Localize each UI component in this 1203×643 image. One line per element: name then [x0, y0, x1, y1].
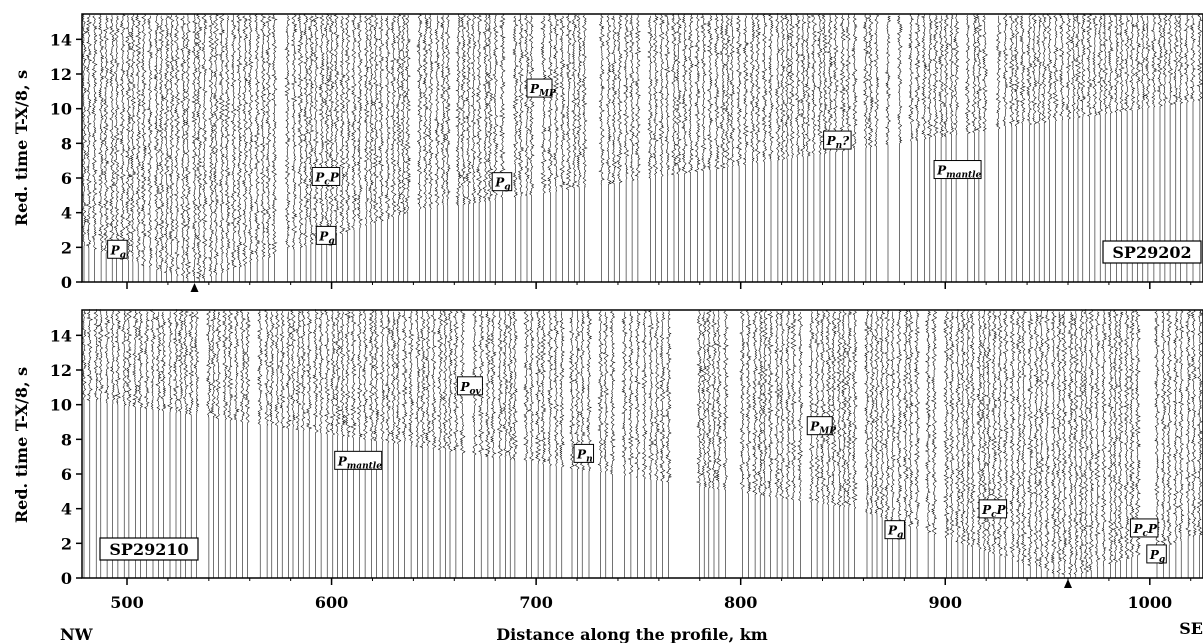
seismic-traces: [81, 309, 1203, 578]
nw-direction-label: NW: [60, 625, 94, 643]
trace-wiggles: [80, 13, 1203, 282]
phase-label: Pmantle: [933, 160, 982, 181]
y-tick-label: 8: [61, 430, 72, 449]
phase-label: Pn: [573, 443, 595, 464]
shot-point-label-box: [99, 537, 199, 561]
y-tick-label: 4: [61, 500, 72, 519]
shot-point-marker: [1063, 579, 1072, 588]
trace-wiggles: [81, 309, 1203, 578]
shot-point-label: SP29210: [109, 540, 188, 559]
phase-label-text: Pg: [1149, 548, 1165, 565]
y-tick-label: 12: [50, 361, 72, 380]
panel-frame: [81, 13, 1203, 283]
phase-label: PMP: [806, 416, 836, 437]
phase-label-text: PcP: [314, 170, 340, 187]
phase-label-text: Pg: [110, 243, 126, 260]
phase-label-text: Pov: [459, 380, 481, 397]
x-tick-label: 800: [724, 593, 757, 612]
phase-label-text: PMP: [529, 82, 556, 99]
phase-label: Pg: [1146, 544, 1167, 565]
x-tick-label: 1000: [1128, 593, 1173, 612]
phase-label: Pg: [107, 239, 128, 260]
phase-label-text: PcP: [981, 503, 1007, 520]
seismic-traces: [80, 13, 1203, 282]
x-axis-title: Distance along the profile, km: [496, 625, 768, 643]
phase-label-box: [1146, 544, 1167, 564]
y-tick-label: 2: [61, 238, 72, 257]
phase-label-box: [107, 239, 128, 259]
y-tick-label: 10: [50, 396, 72, 415]
y-tick-label: 8: [61, 134, 72, 153]
phase-label-box: [884, 520, 905, 540]
phase-label: Pmantle: [334, 450, 383, 471]
bottom-y-axis-title: Red. time T-X/8, s: [12, 367, 31, 523]
top-y-axis-title: Red. time T-X/8, s: [12, 70, 31, 226]
phase-label: Pg: [315, 225, 337, 246]
shot-point-label: SP29202: [1112, 243, 1191, 262]
x-tick-label: 900: [929, 593, 962, 612]
phase-label: PcP: [311, 166, 341, 187]
phase-label-box: [334, 450, 383, 470]
phase-label-box: [823, 130, 852, 150]
phase-label-text: Pg: [318, 229, 334, 246]
phase-label-box: [573, 443, 595, 463]
phase-label-box: [978, 499, 1008, 519]
y-tick-label: 0: [61, 569, 72, 588]
y-tick-label: 6: [61, 465, 72, 484]
phase-label-box: [311, 166, 341, 186]
phase-label-text: Pn?: [826, 134, 851, 151]
panel-top-sp29202: 0 2 4 6 8 10 12 14 Pg Pg PcP PMP Pg Pn? Pmantle SP29202: [50, 13, 1203, 292]
phase-label: PcP: [1129, 518, 1159, 539]
phase-label-text: Pmantle: [936, 164, 982, 181]
y-tick-label: 2: [61, 534, 72, 553]
phase-label: PcP: [978, 499, 1008, 520]
y-tick-label: 14: [50, 326, 72, 345]
phase-label-box: [315, 225, 337, 245]
phase-label-box: [1129, 518, 1159, 538]
panel-bottom-sp29210: 0 2 4 6 8 10 12 14 Pmantle Pov Pn PMP Pg PcP PcP Pg SP29…: [50, 309, 1203, 588]
x-tick-label: 500: [110, 593, 143, 612]
y-tick-label: 0: [61, 273, 72, 292]
phase-label-box: [456, 376, 483, 396]
y-tick-label: 14: [50, 30, 72, 49]
x-tick-label: 600: [315, 593, 348, 612]
phase-label-box: [491, 172, 513, 192]
x-tick-label: 700: [519, 593, 552, 612]
phase-label-box: [526, 78, 553, 98]
y-tick-label: 6: [61, 169, 72, 188]
phase-label-text: PMP: [809, 420, 836, 437]
phase-label: PMP: [526, 78, 556, 99]
phase-label-text: Pmantle: [337, 454, 383, 471]
y-tick-label: 4: [61, 204, 72, 223]
phase-label: Pg: [491, 172, 513, 193]
shot-point-marker: [190, 283, 199, 292]
phase-label-text: Pg: [494, 176, 510, 193]
phase-label-text: Pg: [887, 524, 903, 541]
phase-label: Pn?: [823, 130, 852, 151]
phase-label-text: Pn: [576, 447, 593, 464]
phase-label: Pg: [884, 520, 905, 541]
shot-point-label-box: [1102, 240, 1202, 264]
phase-label: Pov: [456, 376, 483, 397]
y-tick-label: 12: [50, 65, 72, 84]
se-direction-label: SE: [1179, 619, 1203, 638]
phase-label-box: [933, 160, 982, 180]
phase-label-text: PcP: [1132, 522, 1158, 539]
y-tick-label: 10: [50, 100, 72, 119]
panel-frame: [81, 309, 1203, 579]
phase-label-box: [806, 416, 833, 436]
